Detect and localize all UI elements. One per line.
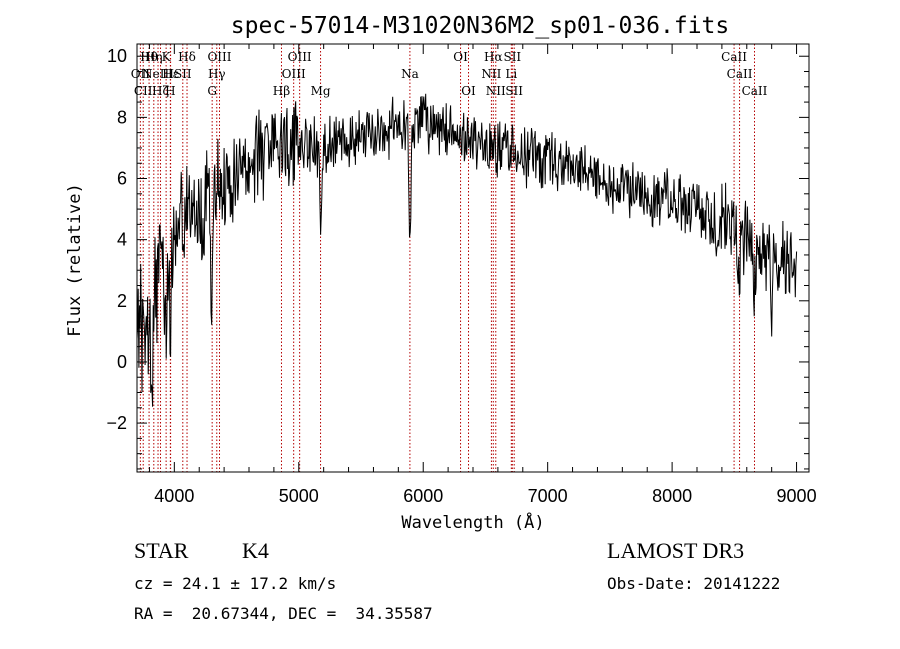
line-label-20: OI: [461, 84, 476, 98]
line-label-24: Li: [505, 67, 517, 81]
line-label-1: CII: [134, 84, 153, 98]
line-label-3: Hη: [145, 50, 163, 64]
x-tick-label: 6000: [403, 486, 443, 506]
line-label-8: Hε: [162, 67, 179, 81]
y-tick-label: 10: [107, 46, 127, 66]
line-label-9: SII: [174, 67, 192, 81]
line-label-15: OIII: [282, 67, 306, 81]
line-label-29: CaII: [742, 84, 768, 98]
y-tick-label: −2: [106, 413, 127, 433]
line-label-13: OIII: [207, 50, 231, 64]
line-label-4: NeIII: [142, 67, 174, 81]
axis-ticks: 4000 5000 6000 7000 8000 9000 −2 0 2 4 6 8 10: [106, 44, 817, 506]
object-class: STAR: [134, 538, 189, 563]
plot-frame: [136, 43, 810, 473]
line-label-27: CaII: [721, 50, 747, 64]
x-tick-label: 5000: [279, 486, 319, 506]
y-tick-label: 6: [117, 169, 127, 189]
line-label-28: CaII: [727, 67, 753, 81]
y-axis-label: Flux (relative): [65, 183, 85, 337]
line-label-0: OII: [131, 67, 151, 81]
x-tick-label: 8000: [652, 486, 692, 506]
line-label-14: Hβ: [273, 84, 290, 98]
line-label-21: NII: [481, 67, 501, 81]
line-label-25: SII: [503, 50, 521, 64]
line-label-26: SII: [505, 84, 523, 98]
line-label-7: H: [165, 84, 175, 98]
line-label-12: Hγ: [208, 67, 226, 81]
y-tick-label: 2: [117, 291, 127, 311]
object-subclass: K4: [242, 538, 269, 563]
observation-date: Obs-Date: 20141222: [607, 574, 781, 593]
redshift-velocity: cz = 24.1 ± 17.2 km/s: [134, 574, 337, 593]
line-label-16: OIII: [288, 50, 312, 64]
line-label-22: Hα: [484, 50, 503, 64]
line-labels: OIICIIHθHηNeIIIHζKHHεSIIHδGHγOIIIHβOIIIO…: [131, 50, 768, 98]
line-markers: [139, 44, 755, 472]
line-label-11: G: [207, 84, 217, 98]
line-label-2: Hθ: [140, 50, 158, 64]
line-label-6: K: [162, 50, 172, 64]
x-axis-label: Wavelength (Å): [401, 511, 544, 533]
x-tick-label: 9000: [777, 486, 817, 506]
y-tick-label: 8: [117, 107, 127, 127]
y-tick-label: 0: [117, 352, 127, 372]
line-label-10: Hδ: [178, 50, 196, 64]
x-tick-label: 7000: [528, 486, 568, 506]
chart-title: spec-57014-M31020N36M2_sp01-036.fits: [231, 13, 730, 39]
x-tick-label: 4000: [154, 486, 194, 506]
line-label-23: NII: [486, 84, 506, 98]
coordinates: RA = 20.67344, DEC = 34.35587: [134, 604, 433, 623]
line-label-5: Hζ: [152, 84, 169, 98]
y-tick-label: 4: [117, 230, 127, 250]
line-label-19: OI: [453, 50, 468, 64]
line-label-18: Na: [401, 67, 419, 81]
line-label-17: Mg: [311, 84, 331, 98]
spectrum-line: [136, 93, 798, 407]
survey-name: LAMOST DR3: [607, 538, 745, 563]
